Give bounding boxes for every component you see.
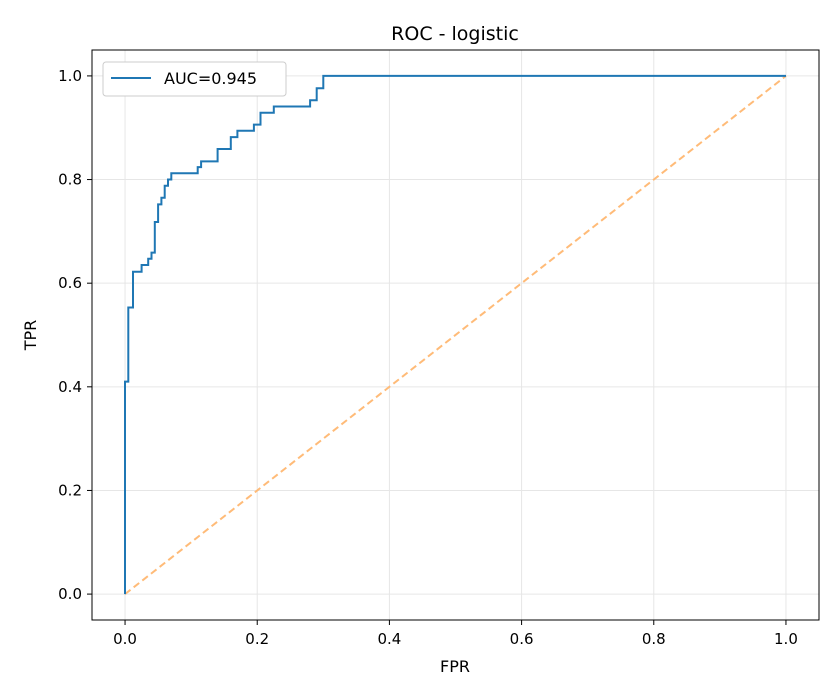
roc-curve-line (124, 74, 786, 595)
y-axis: 0.0 0.2 0.4 0.6 0.8 1.0 (58, 67, 92, 603)
chance-diagonal-line (124, 75, 787, 595)
plot-frame (91, 49, 820, 621)
legend: AUC=0.945 (102, 61, 287, 97)
plot-area (124, 74, 787, 595)
x-tick-label: 0.2 (245, 630, 269, 648)
x-tick-label: 1.0 (774, 630, 798, 648)
x-axis: 0.0 0.2 0.4 0.6 0.8 1.0 (113, 620, 798, 648)
chart-title: ROC - logistic (391, 23, 519, 45)
legend-label: AUC=0.945 (164, 69, 257, 88)
x-tick-label: 0.8 (642, 630, 666, 648)
x-tick-label: 0.6 (510, 630, 534, 648)
y-tick-label: 0.4 (58, 378, 82, 396)
x-tick-label: 0.4 (377, 630, 401, 648)
y-tick-label: 0.2 (58, 481, 82, 499)
x-tick-label: 0.0 (113, 630, 137, 648)
y-tick-label: 0.6 (58, 274, 82, 292)
x-axis-label: FPR (440, 657, 470, 676)
legend-box (102, 61, 287, 97)
y-tick-label: 0.0 (58, 585, 82, 603)
y-tick-label: 0.8 (58, 171, 82, 189)
y-axis-label: TPR (21, 320, 40, 352)
y-tick-label: 1.0 (58, 67, 82, 85)
